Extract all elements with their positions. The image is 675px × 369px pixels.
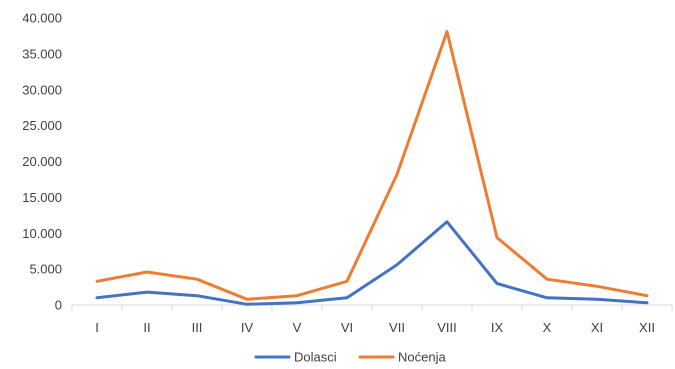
- x-tick-label: II: [143, 320, 150, 335]
- x-tick-label: XI: [591, 320, 603, 335]
- x-tick-label: I: [95, 320, 99, 335]
- x-tick-label: VI: [341, 320, 353, 335]
- y-axis-tick-labels: 0 5.000 10.000 15.000 20.000 25.000 30.000 35.0…: [22, 11, 62, 313]
- y-tick-label: 0: [55, 298, 62, 313]
- x-tick-label: IX: [491, 320, 504, 335]
- x-tick-label: XII: [639, 320, 655, 335]
- legend: Dolasci Noćenja: [254, 350, 446, 365]
- x-tick-label: V: [293, 320, 302, 335]
- x-axis-tick-labels: I II III IV V VI VII VIII IX X XI XII: [95, 320, 655, 335]
- y-tick-label: 35.000: [22, 46, 62, 61]
- x-tick-label: IV: [241, 320, 254, 335]
- legend-label: Noćenja: [398, 350, 446, 365]
- y-tick-label: 20.000: [22, 154, 62, 169]
- x-tick-label: X: [543, 320, 552, 335]
- x-tick-label: III: [192, 320, 203, 335]
- series-lines: [95, 30, 649, 306]
- y-tick-label: 30.000: [22, 82, 62, 97]
- y-tick-label: 15.000: [22, 190, 62, 205]
- legend-label: Dolasci: [294, 350, 337, 365]
- series-line-nocenja: [95, 30, 649, 301]
- series-line-dolasci: [95, 220, 649, 306]
- y-tick-label: 40.000: [22, 11, 62, 26]
- x-tick-label: VIII: [437, 320, 457, 335]
- y-tick-label: 10.000: [22, 226, 62, 241]
- x-tick-label: VII: [389, 320, 405, 335]
- y-tick-label: 25.000: [22, 118, 62, 133]
- y-tick-label: 5.000: [29, 262, 62, 277]
- x-axis: [71, 304, 673, 311]
